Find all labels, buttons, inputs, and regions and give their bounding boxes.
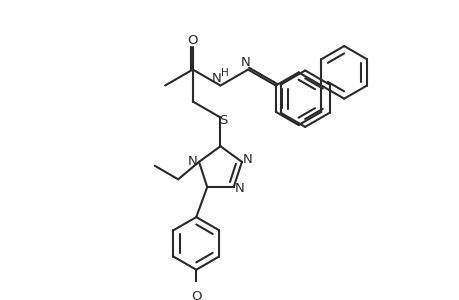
Text: N: N bbox=[187, 155, 197, 168]
Text: N: N bbox=[240, 56, 250, 70]
Text: N: N bbox=[212, 71, 221, 85]
Text: S: S bbox=[218, 114, 227, 127]
Text: O: O bbox=[190, 290, 201, 300]
Text: H: H bbox=[221, 68, 229, 78]
Text: N: N bbox=[234, 182, 244, 195]
Text: O: O bbox=[187, 34, 198, 47]
Text: N: N bbox=[242, 154, 252, 166]
